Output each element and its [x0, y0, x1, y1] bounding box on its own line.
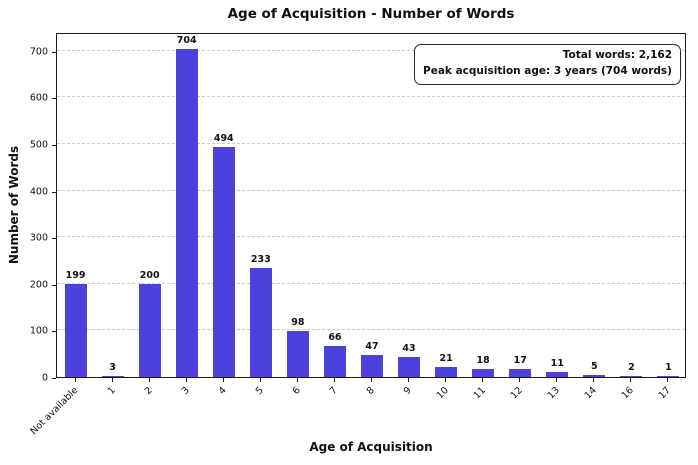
- x-tick-label: 13: [545, 385, 563, 402]
- gridline: [57, 236, 685, 238]
- bar: [286, 331, 309, 377]
- x-tick-label: 9: [401, 385, 414, 398]
- bar-value-label: 43: [402, 342, 416, 354]
- x-tick-label: 8: [364, 385, 377, 398]
- annotation-peak-age: Peak acquisition age: 3 years (704 words…: [423, 64, 672, 77]
- bar: [583, 374, 606, 377]
- x-tick-label: 7: [327, 385, 340, 398]
- bar-value-label: 200: [139, 269, 160, 281]
- x-tick-label: 5: [253, 385, 266, 398]
- x-tick-label: 14: [582, 385, 600, 402]
- x-tick-mark: [630, 378, 632, 382]
- chart-title: Age of Acquisition - Number of Words: [227, 6, 515, 22]
- x-tick-mark: [74, 378, 76, 382]
- x-tick-label: 11: [471, 385, 488, 402]
- x-tick-mark: [593, 378, 595, 382]
- bar-value-label: 199: [65, 270, 86, 282]
- bar: [657, 376, 680, 377]
- gridline: [57, 329, 685, 331]
- y-tick-label: 200: [29, 279, 48, 291]
- bar-value-label: 3: [109, 361, 116, 373]
- bar-value-label: 494: [213, 132, 234, 144]
- bar: [64, 284, 87, 377]
- bar: [249, 268, 272, 377]
- x-tick-mark: [222, 378, 224, 382]
- y-tick-mark: [52, 284, 56, 286]
- gridline: [57, 282, 685, 284]
- y-tick-mark: [52, 191, 56, 193]
- bar: [620, 376, 643, 377]
- x-tick-mark: [482, 378, 484, 382]
- y-tick-mark: [52, 51, 56, 53]
- x-tick-mark: [371, 378, 372, 382]
- bar: [472, 368, 495, 377]
- x-tick-label: 3: [179, 385, 192, 398]
- y-tick-mark: [52, 331, 56, 333]
- bar: [435, 367, 458, 377]
- bar-value-label: 5: [591, 360, 598, 372]
- bar-value-label: 17: [513, 355, 527, 367]
- x-axis-label: Age of Acquisition: [309, 440, 433, 454]
- x-tick-label: 12: [508, 385, 526, 402]
- bar-value-label: 18: [476, 354, 490, 366]
- x-tick-label: 2: [142, 385, 155, 398]
- x-tick-label: 6: [290, 385, 303, 398]
- bar-value-label: 704: [176, 34, 197, 46]
- x-tick-mark: [185, 378, 187, 382]
- bar: [175, 48, 198, 377]
- x-tick-mark: [519, 378, 521, 382]
- gridline: [57, 189, 685, 191]
- y-tick-label: 700: [29, 46, 48, 58]
- x-tick-label: 4: [216, 385, 229, 398]
- x-tick-label: 10: [434, 385, 451, 402]
- bar-value-label: 98: [291, 317, 305, 329]
- annotation-total-words: Total words: 2,162: [562, 49, 672, 61]
- y-tick-label: 300: [29, 232, 48, 244]
- y-tick-label: 100: [29, 325, 48, 337]
- gridline: [57, 49, 685, 51]
- y-tick-label: 600: [29, 92, 48, 104]
- x-tick-mark: [667, 378, 669, 382]
- bar: [101, 375, 124, 377]
- bar-value-label: 21: [439, 353, 453, 365]
- bar: [361, 355, 383, 377]
- bar-value-label: 2: [628, 362, 635, 373]
- bar-value-label: 66: [328, 332, 342, 344]
- y-tick-mark: [52, 238, 56, 240]
- x-tick-mark: [445, 378, 447, 382]
- bar: [212, 146, 235, 377]
- x-tick-mark: [259, 378, 261, 382]
- x-tick-mark: [333, 378, 335, 382]
- x-tick-mark: [556, 378, 558, 382]
- x-tick-label: Not available: [28, 385, 81, 438]
- y-tick-label: 500: [29, 139, 48, 151]
- x-tick-label: 17: [656, 385, 674, 402]
- y-tick-mark: [52, 98, 56, 100]
- y-tick-mark: [52, 144, 56, 146]
- y-axis-label: Number of Words: [7, 145, 21, 265]
- x-tick-label: 1: [105, 385, 118, 398]
- bar: [546, 371, 569, 377]
- bar-value-label: 47: [365, 341, 379, 353]
- bar-value-label: 11: [550, 357, 564, 369]
- gridline: [57, 142, 685, 144]
- annotation-box: Total words: 2,162 Peak acquisition age:…: [414, 44, 681, 85]
- bar-value-label: 1: [665, 362, 672, 373]
- x-tick-mark: [148, 378, 150, 382]
- plot-area: 199 3 200 704 494 233 98 66 47 43 21 18 17 11 5 2 1 Tota…: [56, 33, 686, 378]
- x-tick-mark: [408, 378, 410, 382]
- gridline: [57, 96, 685, 98]
- bar: [398, 356, 421, 377]
- bar-value-label: 233: [250, 254, 271, 266]
- y-tick-label: 400: [29, 186, 48, 197]
- bar: [509, 369, 532, 377]
- bar: [323, 346, 346, 377]
- x-tick-mark: [296, 378, 298, 382]
- x-tick-mark: [111, 378, 113, 382]
- y-tick-mark: [52, 378, 56, 379]
- y-tick-label: 0: [41, 372, 48, 384]
- bar: [138, 283, 161, 377]
- x-tick-label: 16: [619, 385, 637, 402]
